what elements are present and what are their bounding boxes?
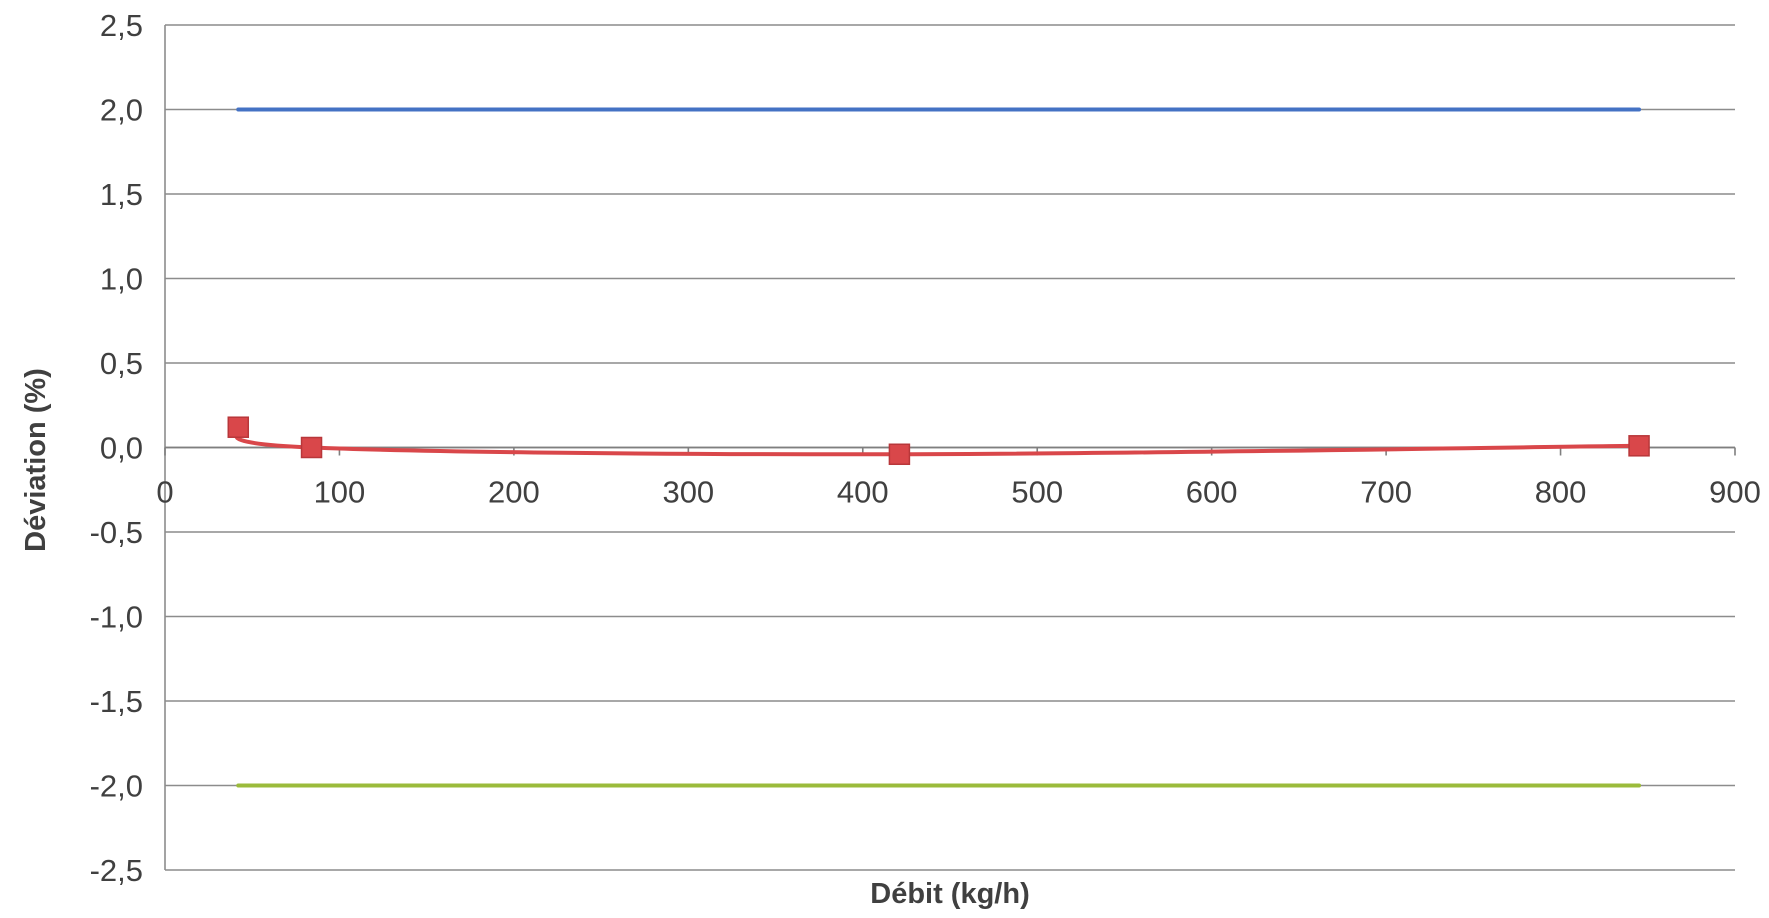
- x-axis-title: Débit (kg/h): [870, 878, 1030, 910]
- tick-labels: 2,5 2,0 1,5 1,0 0,5 0,0 -0,5 -1,0 -1,5 -2,0 -2,5 0 1…: [90, 8, 1761, 888]
- y-tick-label: -1,0: [90, 600, 143, 635]
- y-axis-title: Déviation (%): [20, 368, 52, 552]
- y-tick-label: -2,5: [90, 853, 143, 888]
- y-tick-label: 1,5: [100, 177, 143, 212]
- data-point-marker: [888, 443, 911, 466]
- x-tick-label: 400: [837, 475, 889, 510]
- x-tick-label: 500: [1011, 475, 1063, 510]
- x-tick-label: 800: [1535, 475, 1587, 510]
- y-tick-label: 0,5: [100, 346, 143, 381]
- x-tick-label: 200: [488, 475, 540, 510]
- y-tick-label: 0,0: [100, 431, 143, 466]
- y-tick-label: -1,5: [90, 684, 143, 719]
- x-tick-label: 300: [662, 475, 714, 510]
- y-tick-label: -0,5: [90, 515, 143, 550]
- y-tick-label: 2,0: [100, 93, 143, 128]
- data-point-marker: [1628, 435, 1650, 457]
- y-tick-label: 2,5: [100, 8, 143, 43]
- data-point-marker: [227, 416, 250, 438]
- x-tick-label: 600: [1186, 475, 1238, 510]
- x-tick-label: 900: [1709, 475, 1761, 510]
- y-tick-label: -2,0: [90, 769, 143, 804]
- y-tick-label: 1,0: [100, 262, 143, 297]
- x-tick-label: 700: [1360, 475, 1412, 510]
- data-point-marker: [300, 436, 323, 459]
- x-tick-label: 0: [156, 475, 173, 510]
- series-line-2: [234, 425, 1642, 457]
- x-tick-label: 100: [314, 475, 366, 510]
- series-layer: [227, 107, 1650, 788]
